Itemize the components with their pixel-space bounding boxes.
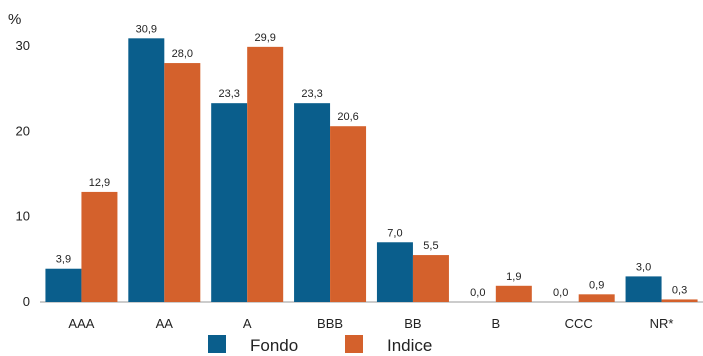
data-label-fondo: 30,9 — [136, 23, 157, 35]
x-tick-label: B — [491, 316, 500, 331]
bar-fondo — [211, 103, 248, 302]
bars — [45, 38, 698, 302]
y-tick-label: 20 — [16, 123, 30, 138]
legend-label-indice: Indice — [387, 336, 432, 355]
y-tick-label: 30 — [16, 38, 30, 53]
data-label-indice: 1,9 — [506, 271, 521, 283]
x-tick-label: AAA — [68, 316, 94, 331]
data-label-fondo: 23,3 — [301, 88, 322, 100]
data-label-indice: 28,0 — [172, 48, 193, 60]
bar-indice — [247, 46, 284, 302]
x-tick-label: BB — [404, 316, 421, 331]
data-label-fondo: 3,9 — [56, 254, 71, 266]
x-tick-label: A — [243, 316, 252, 331]
bar-indice — [330, 126, 367, 302]
data-label-indice: 0,9 — [589, 279, 604, 291]
bar-indice — [578, 294, 615, 302]
legend: Fondo Indice — [208, 335, 432, 355]
data-label-fondo: 3,0 — [636, 261, 651, 273]
data-label-indice: 0,3 — [672, 284, 687, 296]
bar-indice — [661, 299, 698, 302]
legend-swatch-indice — [345, 335, 363, 353]
x-axis: AAA AA A BBB BB B CCC NR* — [68, 316, 673, 331]
data-label-indice: 12,9 — [89, 177, 110, 189]
bar-indice — [164, 63, 201, 302]
y-tick-label: 10 — [16, 209, 30, 224]
y-tick-label: 0 — [23, 294, 30, 309]
data-label-fondo: 0,0 — [470, 287, 485, 299]
legend-swatch-fondo — [208, 335, 226, 353]
data-label-indice: 5,5 — [423, 240, 438, 252]
x-tick-label: BBB — [317, 316, 343, 331]
y-unit-label: % — [8, 11, 21, 28]
data-labels: 3,9 12,9 30,9 28,0 23,3 29,9 23,3 20,6 7,0 5,5 0,0… — [56, 23, 687, 299]
bar-indice — [81, 191, 118, 302]
legend-label-fondo: Fondo — [250, 336, 298, 355]
bar-indice — [495, 285, 532, 302]
bar-fondo — [45, 268, 82, 302]
bar-fondo — [376, 242, 413, 302]
data-label-fondo: 23,3 — [218, 88, 239, 100]
bar-fondo — [128, 38, 165, 302]
data-label-indice: 20,6 — [337, 111, 358, 123]
data-label-indice: 29,9 — [254, 32, 275, 44]
x-tick-label: NR* — [650, 316, 674, 331]
bar-fondo — [625, 276, 662, 302]
bar-indice — [412, 255, 449, 302]
x-tick-label: AA — [156, 316, 174, 331]
bar-fondo — [294, 103, 331, 302]
x-tick-label: CCC — [565, 316, 593, 331]
data-label-fondo: 7,0 — [387, 227, 402, 239]
data-label-fondo: 0,0 — [553, 287, 568, 299]
